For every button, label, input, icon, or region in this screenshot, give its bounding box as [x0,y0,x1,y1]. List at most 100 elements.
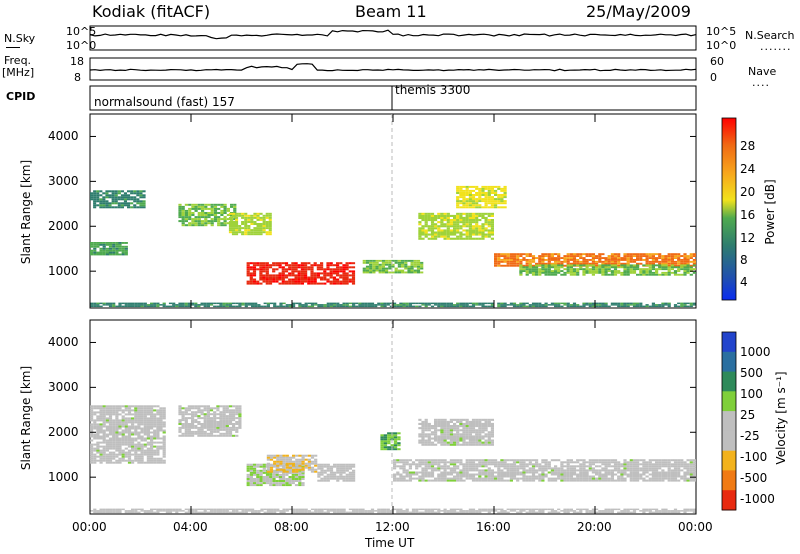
echo-cell [661,305,665,308]
echo-cell [246,478,250,480]
echo-cell [468,420,472,423]
echo-cell [443,212,447,215]
echo-cell [375,261,379,264]
echo-cell [689,266,693,269]
echo-cell [263,302,267,305]
echo-cell [222,511,226,514]
echo-cell [197,205,201,208]
echo-cell [434,418,438,421]
echo-cell [231,225,235,227]
echo-cell [244,223,248,225]
echo-cell [121,409,125,412]
echo-cell [416,267,421,270]
echo-cell [294,264,298,267]
echo-cell [298,454,302,457]
echo-cell [99,247,103,250]
echo-cell [288,274,292,277]
echo-cell [250,233,254,236]
echo-cell [279,302,283,305]
echo-cell [99,511,103,514]
echo-cell [531,273,536,276]
echo-cell [124,423,128,426]
echo-cell [547,304,551,306]
echo-cell [487,189,491,192]
echo-cell [117,204,121,207]
echo-cell [238,426,242,429]
echo-cell [304,274,308,277]
echo-cell [355,302,359,305]
echo-cell [137,459,141,462]
echo-cell [661,259,665,261]
echo-cell [238,225,242,227]
echo-cell [140,304,144,306]
echo-cell [310,266,314,269]
echo-cell [265,476,270,478]
echo-cell [421,237,425,240]
echo-cell [184,426,188,429]
echo-cell [658,467,662,470]
echo-cell [475,187,479,190]
echo-cell [471,212,476,215]
echo-cell [427,473,431,476]
echo-cell [541,266,545,269]
echo-cell [238,214,242,217]
echo-cell [645,475,649,478]
echo-cell [547,266,551,269]
echo-cell [456,441,460,444]
echo-cell [90,194,94,197]
echo-cell [133,200,137,203]
echo-cell [636,463,640,466]
echo-cell [642,271,646,274]
echo-cell [137,461,141,464]
echo-cell [323,475,327,478]
echo-cell [137,443,141,446]
echo-cell [629,459,633,462]
echo-cell [595,469,599,472]
echo-cell [629,266,633,269]
echo-cell [288,278,292,281]
echo-cell [516,255,520,257]
echo-cell [115,433,119,436]
echo-cell [206,432,210,435]
echo-cell [282,510,286,512]
echo-cell [686,459,690,462]
echo-cell [307,280,311,283]
echo-cell [424,221,428,224]
echo-cell [285,462,289,465]
echo-cell [453,437,457,440]
echo-cell [680,459,684,462]
echo-cell [329,475,334,478]
echo-cell [416,261,421,264]
echo-cell [191,203,195,206]
echo-cell [465,206,469,209]
echo-cell [206,508,210,511]
echo-cell [468,221,472,224]
echo-cell [503,206,507,209]
echo-cell [188,212,192,214]
echo-cell [102,242,106,244]
echo-cell [604,264,608,267]
echo-cell [664,304,668,306]
echo-cell [137,405,141,408]
echo-cell [506,479,510,482]
echo-cell [156,425,160,428]
echo-cell [217,207,221,210]
echo-cell [156,508,160,511]
echo-cell [326,266,330,269]
echo-cell [588,475,592,478]
echo-cell [554,260,558,263]
echo-cell [295,510,299,512]
echo-cell [576,273,580,276]
echo-cell [268,216,272,219]
echo-cell [506,473,510,476]
echo-cell [475,185,479,188]
echo-cell [598,461,602,464]
echo-cell [259,218,263,221]
echo-cell [187,508,191,511]
echo-cell [563,479,567,482]
echo-cell [184,508,188,511]
echo-cell [415,471,419,474]
echo-cell [481,459,485,462]
echo-cell [105,196,109,199]
echo-cell [443,229,447,232]
